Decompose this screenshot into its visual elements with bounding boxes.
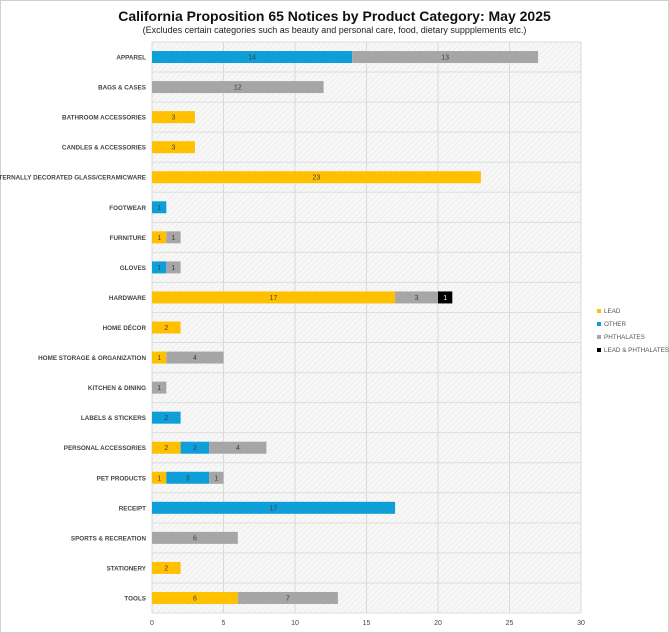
category-label: PET PRODUCTS [97, 475, 146, 482]
bar-segment [152, 561, 181, 574]
data-label: 2 [164, 325, 168, 332]
data-label: 6 [193, 595, 197, 602]
data-label: 3 [171, 145, 175, 152]
bar-segment [152, 321, 181, 334]
category-label: STATIONERY [107, 565, 147, 572]
bar-segment [152, 171, 481, 184]
bar-segment [166, 471, 210, 484]
data-label: 13 [441, 55, 449, 62]
data-label: 4 [193, 355, 197, 362]
data-label: 1 [157, 265, 161, 272]
bar-segment [166, 261, 181, 274]
x-tick-label: 15 [363, 620, 371, 627]
category-label: HARDWARE [109, 295, 146, 302]
legend-swatch [597, 335, 601, 339]
data-label: 3 [171, 115, 175, 122]
legend-swatch [597, 348, 601, 352]
x-tick-label: 0 [150, 620, 154, 627]
bar-segment [152, 201, 167, 214]
data-label: 2 [164, 565, 168, 572]
category-label: EXTERNALLY DECORATED GLASS/CERAMICWARE [0, 175, 146, 182]
bar-segment [438, 291, 453, 304]
category-label: APPAREL [116, 55, 146, 62]
data-label: 6 [193, 535, 197, 542]
bar-segment [180, 441, 210, 454]
bar-segment [166, 351, 224, 364]
category-label: HOME DÉCOR [103, 323, 147, 332]
bar-segment [152, 471, 167, 484]
x-tick-label: 30 [577, 620, 585, 627]
data-label: 17 [270, 505, 278, 512]
category-label: FOOTWEAR [109, 205, 146, 212]
x-tick-label: 5 [222, 620, 226, 627]
category-label: FURNITURE [110, 235, 146, 242]
bar-segment [395, 291, 438, 304]
bar-segment [166, 231, 181, 244]
bar-segment [352, 51, 539, 64]
x-tick-label: 10 [291, 620, 299, 627]
data-label: 4 [236, 445, 240, 452]
category-label: KITCHEN & DINING [88, 385, 146, 392]
category-label: CANDLES & ACCESSORIES [62, 145, 146, 152]
data-label: 1 [214, 475, 218, 482]
legend-label: OTHER [604, 321, 626, 328]
data-label: 23 [313, 175, 321, 182]
category-label: PERSONAL ACCESSORIES [64, 445, 146, 452]
data-label: 2 [164, 415, 168, 422]
bar-segment [152, 591, 238, 604]
bar-segment [152, 381, 167, 394]
bar-segment [152, 81, 324, 94]
bar-segment [152, 351, 167, 364]
legend-label: LEAD & PHTHALATES [604, 347, 669, 354]
data-label: 1 [171, 265, 175, 272]
category-label: BAGS & CASES [98, 85, 146, 92]
data-label: 17 [270, 295, 278, 302]
x-tick-label: 25 [506, 620, 514, 627]
legend-label: LEAD [604, 308, 621, 315]
data-label: 12 [234, 85, 242, 92]
bar-segment [152, 291, 396, 304]
bar-segment [152, 501, 396, 514]
x-tick-label: 20 [434, 620, 442, 627]
data-label: 3 [186, 475, 190, 482]
data-label: 1 [443, 295, 447, 302]
legend-label: PHTHALATES [604, 334, 645, 341]
bar-segment [152, 111, 195, 124]
legend-swatch [597, 322, 601, 326]
bar-segment [237, 591, 338, 604]
data-label: 3 [415, 295, 419, 302]
bar-segment [152, 261, 167, 274]
data-label: 14 [248, 55, 256, 62]
data-label: 1 [171, 235, 175, 242]
bar-segment [209, 471, 224, 484]
bar-segment [152, 231, 167, 244]
category-label: GLOVES [120, 265, 146, 272]
bar-segment [152, 51, 353, 64]
data-label: 1 [157, 475, 161, 482]
data-label: 2 [164, 445, 168, 452]
bar-segment [152, 141, 195, 154]
legend-swatch [597, 309, 601, 313]
bar-segment [209, 441, 267, 454]
chart-subtitle: (Excludes certain categories such as bea… [142, 25, 527, 35]
category-label: TOOLS [124, 595, 146, 602]
data-label: 7 [286, 595, 290, 602]
category-label: SPORTS & RECREATION [71, 535, 147, 542]
bar-segment [152, 441, 181, 454]
category-label: RECEIPT [119, 505, 146, 512]
bar-segment [152, 531, 238, 544]
chart-title: California Proposition 65 Notices by Pro… [118, 8, 551, 24]
data-label: 1 [157, 385, 161, 392]
data-label: 2 [193, 445, 197, 452]
data-label: 1 [157, 355, 161, 362]
category-label: HOME STORAGE & ORGANIZATION [38, 355, 146, 362]
data-label: 1 [157, 205, 161, 212]
bar-segment [152, 411, 181, 424]
category-label: LABELS & STICKERS [81, 415, 146, 422]
data-label: 1 [157, 235, 161, 242]
category-label: BATHROOM ACCESSORIES [62, 115, 146, 122]
